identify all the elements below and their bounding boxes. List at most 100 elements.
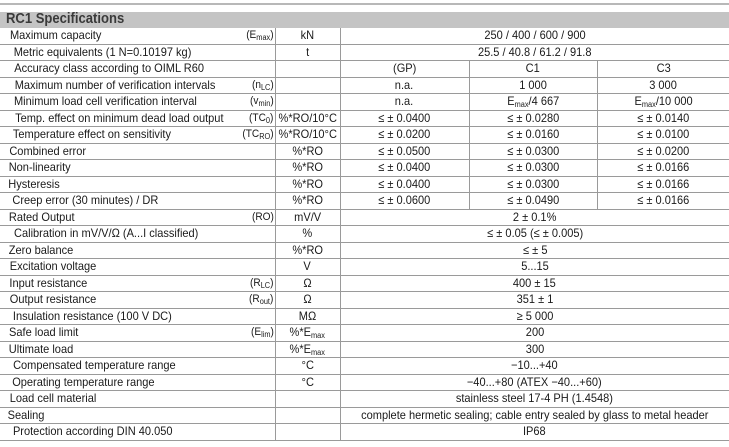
spec-unit (274, 390, 341, 408)
table-row: Safe load limit (Elim) %*Emax 200 (0, 324, 729, 342)
table-row: Input resistance (RLC) Ω 400 ± 15 (0, 275, 729, 292)
spec-unit: Ω (274, 291, 341, 309)
value-c1: C1 (468, 60, 597, 78)
text-part: V (303, 259, 312, 274)
text-part: C3 (656, 61, 671, 76)
spec-label: Temperature effect on sensitivity (0, 126, 235, 144)
text-part: −10...+40 (511, 358, 559, 373)
subscript: LC (260, 82, 271, 92)
spec-unit: %*RO (274, 176, 341, 193)
value-c1: ≤ ± 0.0280 (468, 110, 597, 127)
spec-label: Protection according DIN 40.050 (0, 423, 235, 441)
table-row: Operating temperature range °C −40...+80 (… (0, 374, 729, 391)
spec-label: Combined error (0, 143, 235, 160)
text-part: (GP) (392, 61, 417, 76)
spec-label-text: Excitation voltage (9, 259, 97, 274)
text-part: %*RO (292, 176, 323, 191)
table-row: Temp. effect on minimum dead load output… (0, 110, 729, 127)
table-row: Calibration in mV/V/Ω (A...I classified)… (0, 225, 729, 243)
spec-label: Compensated temperature range (0, 357, 235, 375)
spec-label-text: Maximum capacity (9, 28, 102, 43)
value-all: 5...15 (340, 258, 729, 276)
table-row: Minimum load cell verification interval (… (0, 93, 729, 111)
table-row: Maximum capacity (Emax) kN 250 / 400 / 600 … (0, 28, 729, 45)
value-all: 200 (340, 324, 729, 342)
spec-label: Hysteresis (0, 176, 235, 193)
spec-symbol (235, 258, 275, 276)
spec-label: Accuracy class according to OIML R60 (0, 60, 235, 78)
value-all: 2 ± 0.1% (340, 209, 729, 226)
value-gp: ≤ ± 0.0600 (340, 192, 469, 210)
spec-label: Maximum capacity (0, 28, 235, 45)
text-part: °C (301, 374, 314, 389)
text-part: ≤ ± 0.0400 (378, 176, 431, 191)
spec-symbol (235, 176, 275, 193)
spec-unit: %*RO (274, 159, 341, 177)
spec-symbol (235, 357, 275, 375)
text-part: %*RO (292, 242, 323, 257)
text-part: ) (270, 111, 274, 124)
value-all: −40...+80 (ATEX −40...+60) (340, 374, 729, 391)
text-part: /4 667 (528, 94, 559, 109)
text-part: E (506, 94, 515, 109)
value-c3: ≤ ± 0.0166 (596, 192, 729, 210)
spec-label-text: Temp. effect on minimum dead load output (15, 110, 224, 125)
spec-label-text: Load cell material (9, 391, 97, 406)
text-part: /10 000 (655, 94, 693, 109)
spec-unit: % (274, 225, 341, 243)
text-part: 351 ± 1 (516, 292, 554, 307)
spec-symbol: (RO) (235, 209, 275, 226)
table-row: Insulation resistance (100 V DC) MΩ ≥ 5 00… (0, 308, 729, 325)
text-part: (E (245, 29, 257, 42)
specifications-table: Maximum capacity (Emax) kN 250 / 400 / 600 … (0, 28, 729, 441)
value-all: IP68 (340, 423, 729, 441)
value-all: complete hermetic sealing; cable entry s… (340, 407, 729, 424)
text-part: ≤ ± 0.0166 (637, 176, 690, 191)
text-part: ≤ ± 0.0280 (506, 110, 560, 125)
text-part: MΩ (298, 308, 317, 323)
text-part: ) (270, 293, 274, 306)
value-gp: n.a. (340, 93, 469, 111)
spec-symbol (235, 341, 275, 358)
spec-symbol (235, 407, 275, 424)
spec-label-text: Combined error (9, 143, 87, 158)
value-all: ≤ ± 5 (340, 242, 729, 259)
table-row: Non-linearity %*RO ≤ ± 0.0400 ≤ ± 0.0300 ≤ ±… (0, 159, 729, 177)
subscript: max (311, 331, 326, 341)
spec-label: Minimum load cell verification interval (0, 93, 235, 111)
spec-label-text: Protection according DIN 40.050 (12, 424, 173, 439)
page-title: RC1 Specifications (6, 11, 125, 27)
value-all: 351 ± 1 (340, 291, 729, 309)
spec-unit: t (274, 44, 341, 61)
text-part: 1 000 (519, 77, 547, 92)
text-part: (R (250, 276, 261, 289)
spec-label-text: Zero balance (8, 242, 74, 257)
spec-label: Sealing (0, 407, 235, 424)
spec-symbol (235, 308, 275, 325)
text-part: %*RO (292, 143, 323, 158)
subscript: max (311, 347, 326, 357)
table-row: Rated Output (RO) mV/V 2 ± 0.1% (0, 209, 729, 226)
spec-unit: V (274, 258, 341, 276)
spec-label-text: Accuracy class according to OIML R60 (14, 61, 205, 76)
text-part: 25.5 / 40.8 / 61.2 / 91.8 (477, 44, 592, 59)
spec-symbol: (RLC) (235, 275, 275, 292)
spec-symbol (235, 60, 275, 78)
table-row: Zero balance %*RO ≤ ± 5 (0, 242, 729, 259)
spec-label-text: Temperature effect on sensitivity (12, 127, 171, 142)
top-divider (0, 3, 729, 5)
section-header: RC1 Specifications (0, 11, 729, 28)
text-part: ) (270, 78, 274, 91)
table-row: Temperature effect on sensitivity (TCRO)%… (0, 126, 729, 144)
spec-symbol (235, 423, 275, 441)
table-row: Hysteresis %*RO ≤ ± 0.0400 ≤ ± 0.0300 ≤ ± 0.… (0, 176, 729, 193)
spec-unit: kN (274, 28, 341, 45)
spec-label: Rated Output (0, 209, 235, 226)
text-part: −40...+80 (ATEX −40...+60) (467, 374, 603, 389)
text-part: (n (251, 78, 261, 91)
spec-label-text: Compensated temperature range (13, 358, 176, 373)
table-row: Combined error %*RO ≤ ± 0.0500 ≤ ± 0.0300 ≤ … (0, 143, 729, 160)
text-part: ≤ ± 0.0300 (506, 160, 560, 175)
value-c1: 1 000 (468, 77, 597, 94)
value-c1: ≤ ± 0.0490 (468, 192, 597, 210)
